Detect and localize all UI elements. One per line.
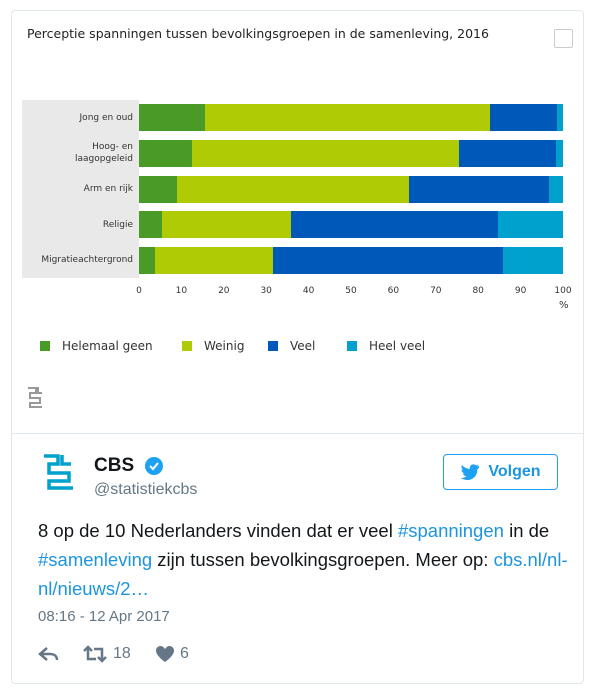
x-tick-label: 90: [514, 286, 527, 296]
chart-image: Perceptie spanningen tussen bevolkingsgr…: [12, 11, 583, 433]
x-tick-label: 50: [345, 286, 357, 296]
bar-segment: [502, 246, 563, 274]
bar-segment: [139, 246, 156, 274]
tweet-link[interactable]: cbs.nl/nl-nl/nieuws/2…: [38, 549, 568, 599]
timestamp[interactable]: 08:16 - 12 Apr 2017: [38, 608, 170, 625]
bird-icon: [461, 464, 480, 480]
avatar[interactable]: [40, 452, 76, 496]
x-tick-label: 20: [218, 286, 230, 296]
separator: [12, 433, 583, 434]
legend-swatch: [182, 341, 192, 351]
legend-label: Weinig: [204, 339, 245, 353]
y-tick-label: Religie: [102, 219, 133, 230]
bar-segment: [549, 175, 563, 203]
chart-title: Perceptie spanningen tussen bevolkingsgr…: [27, 26, 489, 41]
bar-segment: [290, 211, 499, 239]
x-tick-label: 40: [302, 286, 315, 296]
category-band: [22, 100, 139, 278]
bar-segment: [272, 246, 503, 274]
tweet-text-part: zijn tussen bevolkingsgroepen. Meer op:: [152, 549, 494, 570]
bar-segment: [490, 104, 558, 132]
retweet-icon[interactable]: [82, 645, 108, 663]
bar-segment: [155, 246, 273, 274]
x-tick-label: 0: [136, 286, 142, 296]
bar-segment: [139, 175, 178, 203]
y-tick-label: Arm en rijk: [83, 184, 133, 194]
tweet-link[interactable]: #spanningen: [397, 520, 504, 541]
user-handle[interactable]: @statistiekcbs: [94, 481, 198, 498]
legend-label: Helemaal geen: [62, 339, 153, 353]
legend-swatch: [40, 341, 50, 351]
y-tick-label: Hoog- en laagopgeleid: [75, 142, 133, 165]
x-tick-label: 30: [260, 286, 272, 296]
tweet-card: [11, 10, 584, 684]
like-count: 6: [180, 645, 189, 662]
bar-segment: [139, 139, 192, 167]
x-tick-label: 10: [175, 286, 188, 296]
x-axis-label: %: [559, 300, 569, 311]
legend-swatch: [268, 341, 278, 351]
like-icon[interactable]: [155, 645, 175, 663]
x-tick-label: 70: [430, 286, 442, 296]
y-tick-label: Jong en oud: [79, 112, 133, 123]
tweet-text-part: in de: [503, 520, 550, 541]
legend-label: Heel veel: [369, 339, 426, 353]
user-name[interactable]: CBS: [94, 455, 135, 476]
tweet-text-part: 8 op de 10 Nederlanders vinden dat er ve…: [38, 520, 398, 541]
bar-segment: [139, 104, 205, 132]
x-tick-label: 80: [472, 286, 484, 296]
bar-segment: [192, 139, 460, 167]
retweet-count: 18: [113, 645, 131, 662]
cbs-small-logo: [28, 387, 42, 408]
bar-segment: [459, 139, 556, 167]
x-tick-label: 100: [554, 286, 572, 296]
verified-badge: [145, 457, 163, 475]
legend-swatch: [347, 341, 357, 351]
bar-segment: [409, 175, 549, 203]
bar-segment: [161, 211, 291, 239]
bar-segment: [139, 211, 162, 239]
checkbox[interactable]: [554, 29, 573, 48]
reply-icon[interactable]: [38, 645, 60, 663]
follow-button[interactable]: Volgen: [443, 454, 558, 490]
tweet-link[interactable]: #samenleving: [38, 549, 153, 570]
legend-label: Veel: [290, 339, 316, 353]
x-tick-label: 60: [387, 286, 400, 296]
follow-label[interactable]: Volgen: [488, 463, 541, 480]
bar-segment: [498, 211, 563, 239]
bar-segment: [557, 104, 563, 132]
tweet-text: 8 op de 10 Nederlanders vinden dat er ve…: [38, 516, 568, 603]
bar-segment: [555, 139, 563, 167]
y-tick-label: Migratieachtergrond: [41, 255, 133, 266]
bar-segment: [204, 104, 491, 132]
bar-segment: [177, 175, 410, 203]
